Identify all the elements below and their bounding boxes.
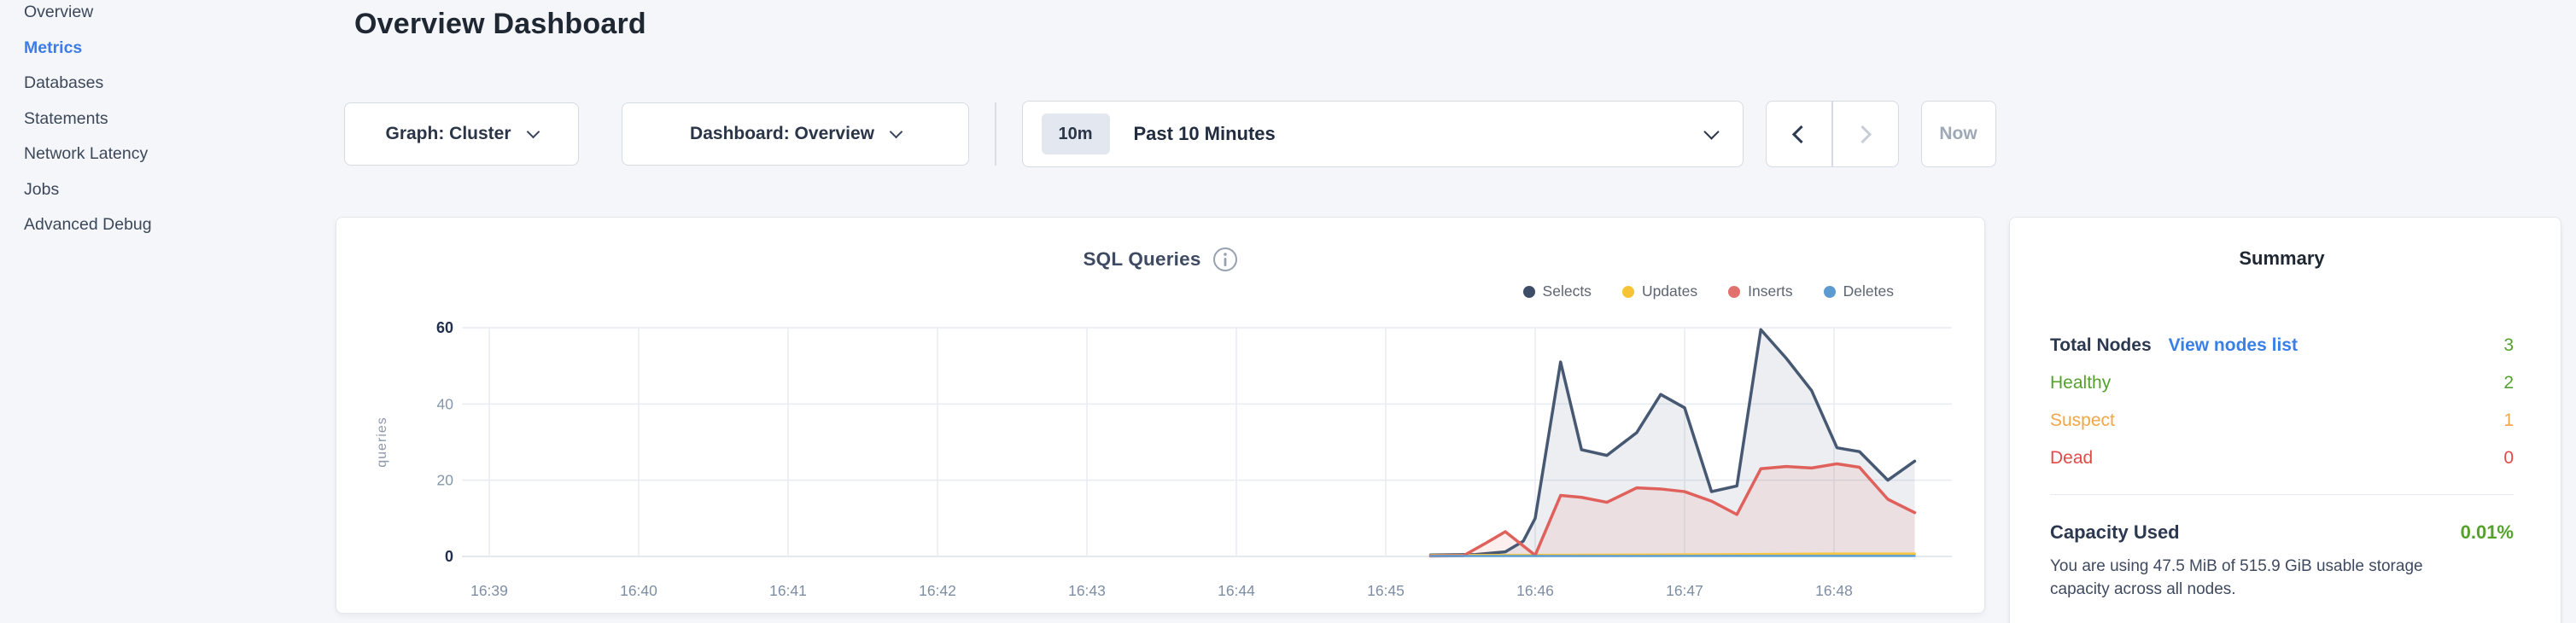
x-axis-tick: 16:46 (1516, 582, 1554, 599)
graph-dropdown-label: Graph: Cluster (385, 124, 511, 143)
summary-row-value: 3 (2503, 335, 2514, 355)
sidebar-item-metrics[interactable]: Metrics (24, 38, 83, 57)
page-title: Overview Dashboard (354, 8, 646, 40)
sidebar-item-jobs[interactable]: Jobs (24, 179, 60, 199)
time-prev-button[interactable] (1765, 101, 1832, 167)
summary-row-healthy: Healthy 2 (2050, 364, 2514, 402)
y-axis-label: queries (375, 416, 389, 467)
summary-row-suspect: Suspect 1 (2050, 402, 2514, 440)
time-range-label: Past 10 Minutes (1133, 123, 1276, 144)
x-axis-tick: 16:41 (769, 582, 807, 599)
legend-item-updates[interactable]: Updates (1621, 282, 1698, 300)
summary-row-value: 0 (2503, 448, 2514, 468)
summary-title: Summary (2239, 247, 2325, 269)
legend-dot-icon (1728, 285, 1741, 298)
x-axis-tick: 16:40 (620, 582, 657, 599)
x-axis-tick: 16:42 (919, 582, 956, 599)
summary-row-dead: Dead 0 (2050, 440, 2514, 477)
legend-item-selects[interactable]: Selects (1522, 282, 1592, 300)
y-axis-tick: 40 (437, 395, 454, 412)
chart-title: SQL Queries (1083, 248, 1201, 270)
chevron-down-icon (1703, 123, 1720, 140)
legend-label: Deletes (1843, 282, 1894, 300)
capacity-label: Capacity Used (2050, 521, 2180, 543)
sidebar-item-network-latency[interactable]: Network Latency (24, 144, 149, 164)
series-line-selects (1428, 328, 1917, 556)
summary-row-value: 1 (2503, 410, 2514, 430)
capacity-value: 0.01% (2460, 521, 2514, 543)
time-range-selector[interactable]: 10m Past 10 Minutes (1021, 101, 1744, 167)
legend-dot-icon (1823, 285, 1836, 298)
sql-queries-chart[interactable]: 16:39 16:40 16:41 16:42 16:43 16:44 16:45 16:46… (336, 218, 1986, 614)
x-axis-tick: 16:47 (1666, 582, 1703, 599)
series-line-inserts (1428, 462, 1917, 558)
capacity-footnote-line2: capacity across all nodes. (2050, 580, 2236, 598)
controls-row: Graph: Cluster Dashboard: Overview 10m P… (344, 101, 2576, 167)
summary-rows: Total Nodes View nodes list 3 Healthy 2 Suspe… (2050, 327, 2514, 477)
main-content: Overview Dashboard Graph: Cluster Dashbo… (333, 0, 2576, 623)
series-area-selects (1430, 329, 1915, 556)
chevron-right-icon (1853, 125, 1872, 143)
summary-row-label: Healthy (2050, 373, 2112, 393)
x-axis-tick: 16:43 (1068, 582, 1106, 599)
legend-dot-icon (1621, 285, 1634, 298)
panels-row: SQL Queries Selects Updates Inserts Deletes… (336, 217, 2576, 623)
summary-row-value: 2 (2503, 373, 2514, 393)
x-axis-tick: 16:45 (1367, 582, 1405, 599)
sidebar-item-statements[interactable]: Statements (24, 108, 108, 128)
y-axis-tick: 20 (437, 472, 454, 489)
y-axis-tick: 0 (445, 548, 453, 565)
sql-queries-chart-panel: SQL Queries Selects Updates Inserts Deletes… (336, 217, 1985, 614)
sidebar-item-advanced-debug[interactable]: Advanced Debug (24, 215, 152, 235)
summary-row-label: Suspect (2050, 410, 2115, 430)
time-pager (1765, 101, 1899, 167)
y-axis-tick: 60 (436, 319, 453, 336)
legend-dot-icon (1522, 285, 1535, 298)
view-nodes-list-link[interactable]: View nodes list (2168, 335, 2298, 355)
controls-divider (995, 102, 996, 166)
sidebar-item-databases[interactable]: Databases (24, 73, 104, 93)
chart-legend: Selects Updates Inserts Deletes (1522, 282, 1894, 300)
legend-label: Updates (1641, 282, 1698, 300)
summary-panel: Summary Total Nodes View nodes list 3 Healt… (2009, 217, 2561, 623)
summary-divider (2050, 494, 2514, 495)
chevron-down-icon (889, 125, 903, 138)
info-icon[interactable] (1212, 247, 1238, 272)
sidebar: Overview Metrics Databases Statements Networ… (0, 0, 333, 623)
capacity-footnote: You are using 47.5 MiB of 515.9 GiB usab… (2050, 555, 2514, 601)
summary-row-label: Dead (2050, 448, 2094, 468)
dashboard-dropdown-label: Dashboard: Overview (690, 124, 874, 143)
capacity-footnote-line1: You are using 47.5 MiB of 515.9 GiB usab… (2050, 557, 2423, 575)
chart-header: SQL Queries (336, 247, 1984, 272)
chevron-left-icon (1791, 125, 1811, 143)
x-axis-tick: 16:44 (1218, 582, 1255, 599)
time-next-button[interactable] (1831, 101, 1899, 167)
graph-dropdown[interactable]: Graph: Cluster (344, 102, 579, 166)
summary-row-total-nodes: Total Nodes View nodes list 3 (2050, 327, 2514, 364)
chevron-down-icon (526, 125, 540, 138)
legend-label: Selects (1542, 282, 1592, 300)
sidebar-item-overview[interactable]: Overview (24, 3, 94, 22)
legend-label: Inserts (1748, 282, 1793, 300)
x-axis-tick: 16:48 (1815, 582, 1853, 599)
time-range-badge: 10m (1041, 114, 1110, 154)
legend-item-inserts[interactable]: Inserts (1728, 282, 1793, 300)
x-axis-tick: 16:39 (470, 582, 508, 599)
dashboard-dropdown[interactable]: Dashboard: Overview (622, 102, 969, 166)
capacity-row: Capacity Used 0.01% (2050, 514, 2514, 551)
summary-row-label: Total Nodes (2050, 335, 2152, 355)
now-button[interactable]: Now (1920, 101, 1996, 167)
legend-item-deletes[interactable]: Deletes (1823, 282, 1894, 300)
series-area-inserts (1430, 463, 1915, 556)
